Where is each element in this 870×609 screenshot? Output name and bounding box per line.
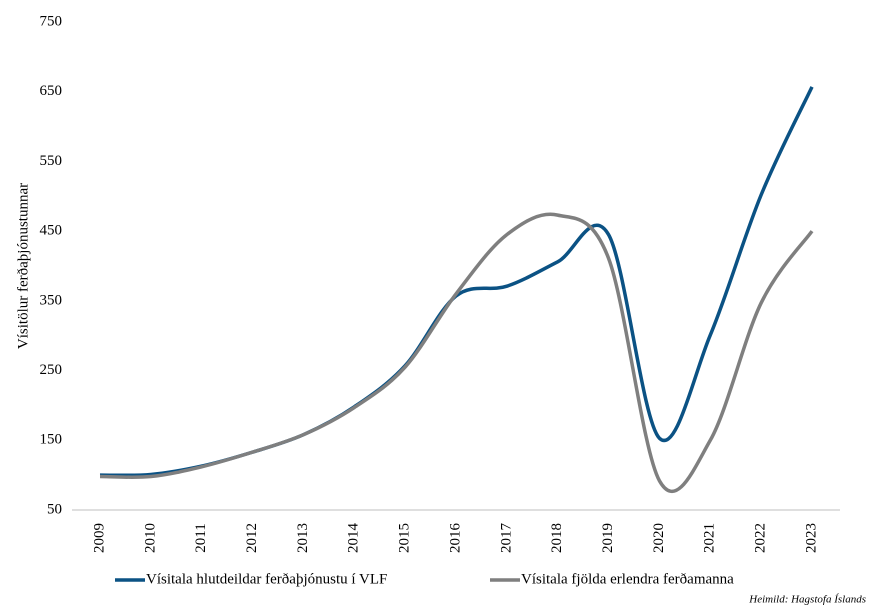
x-tick-label: 2012 [244, 523, 260, 553]
x-tick-label: 2013 [295, 523, 311, 553]
series-line [99, 212, 814, 494]
x-tick-label: 2015 [397, 523, 413, 553]
y-tick-label: 450 [40, 223, 63, 239]
y-tick-label: 50 [47, 501, 62, 517]
x-tick-label: 2019 [600, 523, 616, 553]
y-axis-label: Vísitölur ferðaþjónustunnar [15, 183, 31, 349]
y-tick-label: 250 [40, 362, 63, 378]
y-tick-label: 750 [40, 13, 63, 29]
x-tick-label: 2017 [498, 523, 514, 554]
y-tick-label: 650 [40, 83, 63, 99]
x-tick-label: 2018 [549, 523, 565, 553]
y-tick-label: 350 [40, 292, 63, 308]
x-tick-label: 2022 [753, 523, 769, 553]
x-tick-label: 2023 [803, 523, 819, 553]
source-note: Heimild: Hagstofa Íslands [748, 594, 866, 606]
x-tick-label: 2014 [346, 523, 362, 554]
x-tick-label: 2020 [651, 523, 667, 553]
x-tick-label: 2021 [702, 523, 718, 553]
y-tick-label: 150 [40, 432, 63, 448]
y-tick-label: 550 [40, 153, 63, 169]
x-tick-label: 2016 [447, 523, 463, 554]
x-tick-label: 2010 [142, 523, 158, 553]
x-tick-label: 2011 [193, 523, 209, 552]
x-tick-label: 2009 [91, 523, 107, 553]
series-line [99, 86, 814, 478]
legend-label: Vísitala hlutdeildar ferðaþjónustu í VLF [146, 571, 387, 587]
legend-label: Vísitala fjölda erlendra ferðamanna [521, 571, 734, 587]
